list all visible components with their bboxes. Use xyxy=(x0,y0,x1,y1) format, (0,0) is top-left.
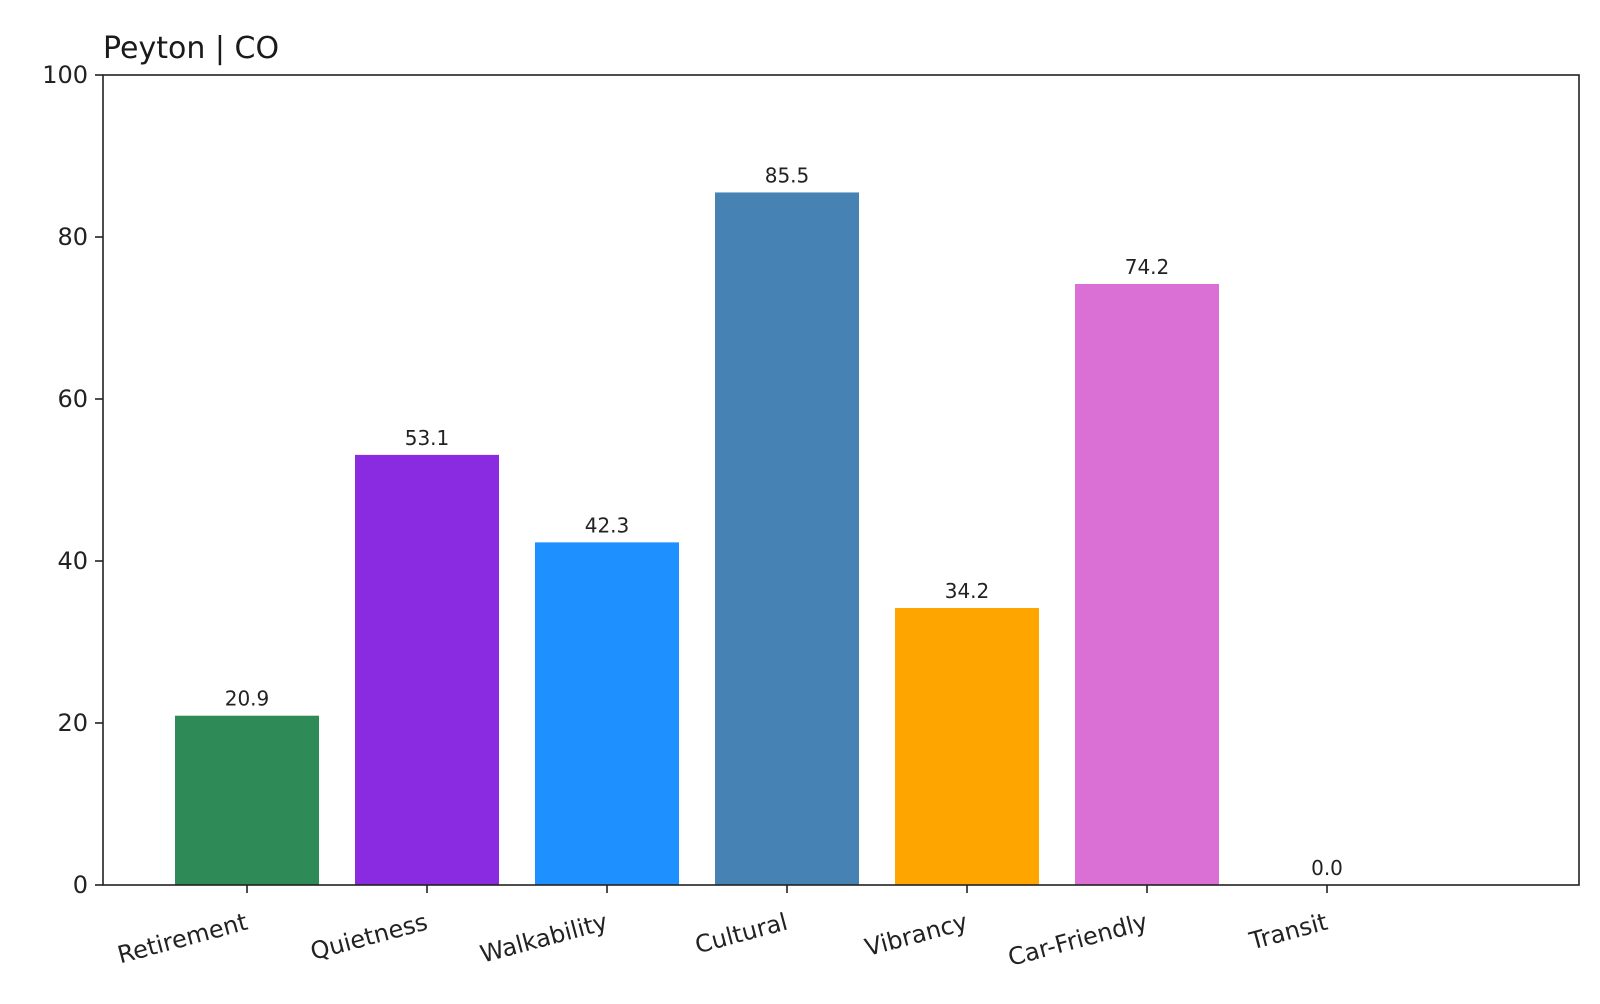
value-label: 74.2 xyxy=(1125,255,1170,279)
x-tick-label: Quietness xyxy=(307,908,430,966)
value-label: 0.0 xyxy=(1311,856,1343,880)
y-tick-label: 20 xyxy=(57,709,88,737)
bar-walkability xyxy=(535,542,679,885)
x-tick-label: Transit xyxy=(1246,908,1331,956)
value-label: 34.2 xyxy=(945,579,990,603)
x-tick-label: Vibrancy xyxy=(862,908,971,962)
y-tick-label: 0 xyxy=(73,871,88,899)
bar-quietness xyxy=(355,454,499,885)
y-tick-label: 60 xyxy=(57,385,88,413)
y-tick-label: 40 xyxy=(57,547,88,575)
bar-retirement xyxy=(175,715,319,885)
y-axis: 0 20 40 60 80 100 xyxy=(42,61,103,899)
x-tick-label: Walkability xyxy=(477,908,610,969)
value-label: 53.1 xyxy=(405,426,450,450)
bar-car-friendly xyxy=(1075,283,1219,886)
y-tick-label: 100 xyxy=(42,61,88,89)
y-tick-label: 80 xyxy=(57,223,88,251)
value-label: 42.3 xyxy=(585,513,630,537)
x-axis: Retirement Quietness Walkability Cultural Vi… xyxy=(115,885,1331,972)
x-tick-label: Cultural xyxy=(692,908,791,960)
bars-layer: 20.9 53.1 42.3 85.5 34.2 74.2 0.0 xyxy=(175,163,1343,886)
value-label: 20.9 xyxy=(225,687,270,711)
x-tick-label: Retirement xyxy=(115,908,251,970)
value-label: 85.5 xyxy=(765,163,810,187)
x-tick-label: Car-Friendly xyxy=(1005,908,1151,972)
bar-vibrancy xyxy=(895,607,1039,885)
bar-cultural xyxy=(715,192,859,885)
plot-frame xyxy=(102,74,1580,886)
chart-title: Peyton | CO xyxy=(103,31,279,66)
